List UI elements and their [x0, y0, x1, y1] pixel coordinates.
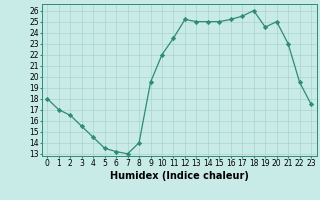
X-axis label: Humidex (Indice chaleur): Humidex (Indice chaleur) — [110, 171, 249, 181]
